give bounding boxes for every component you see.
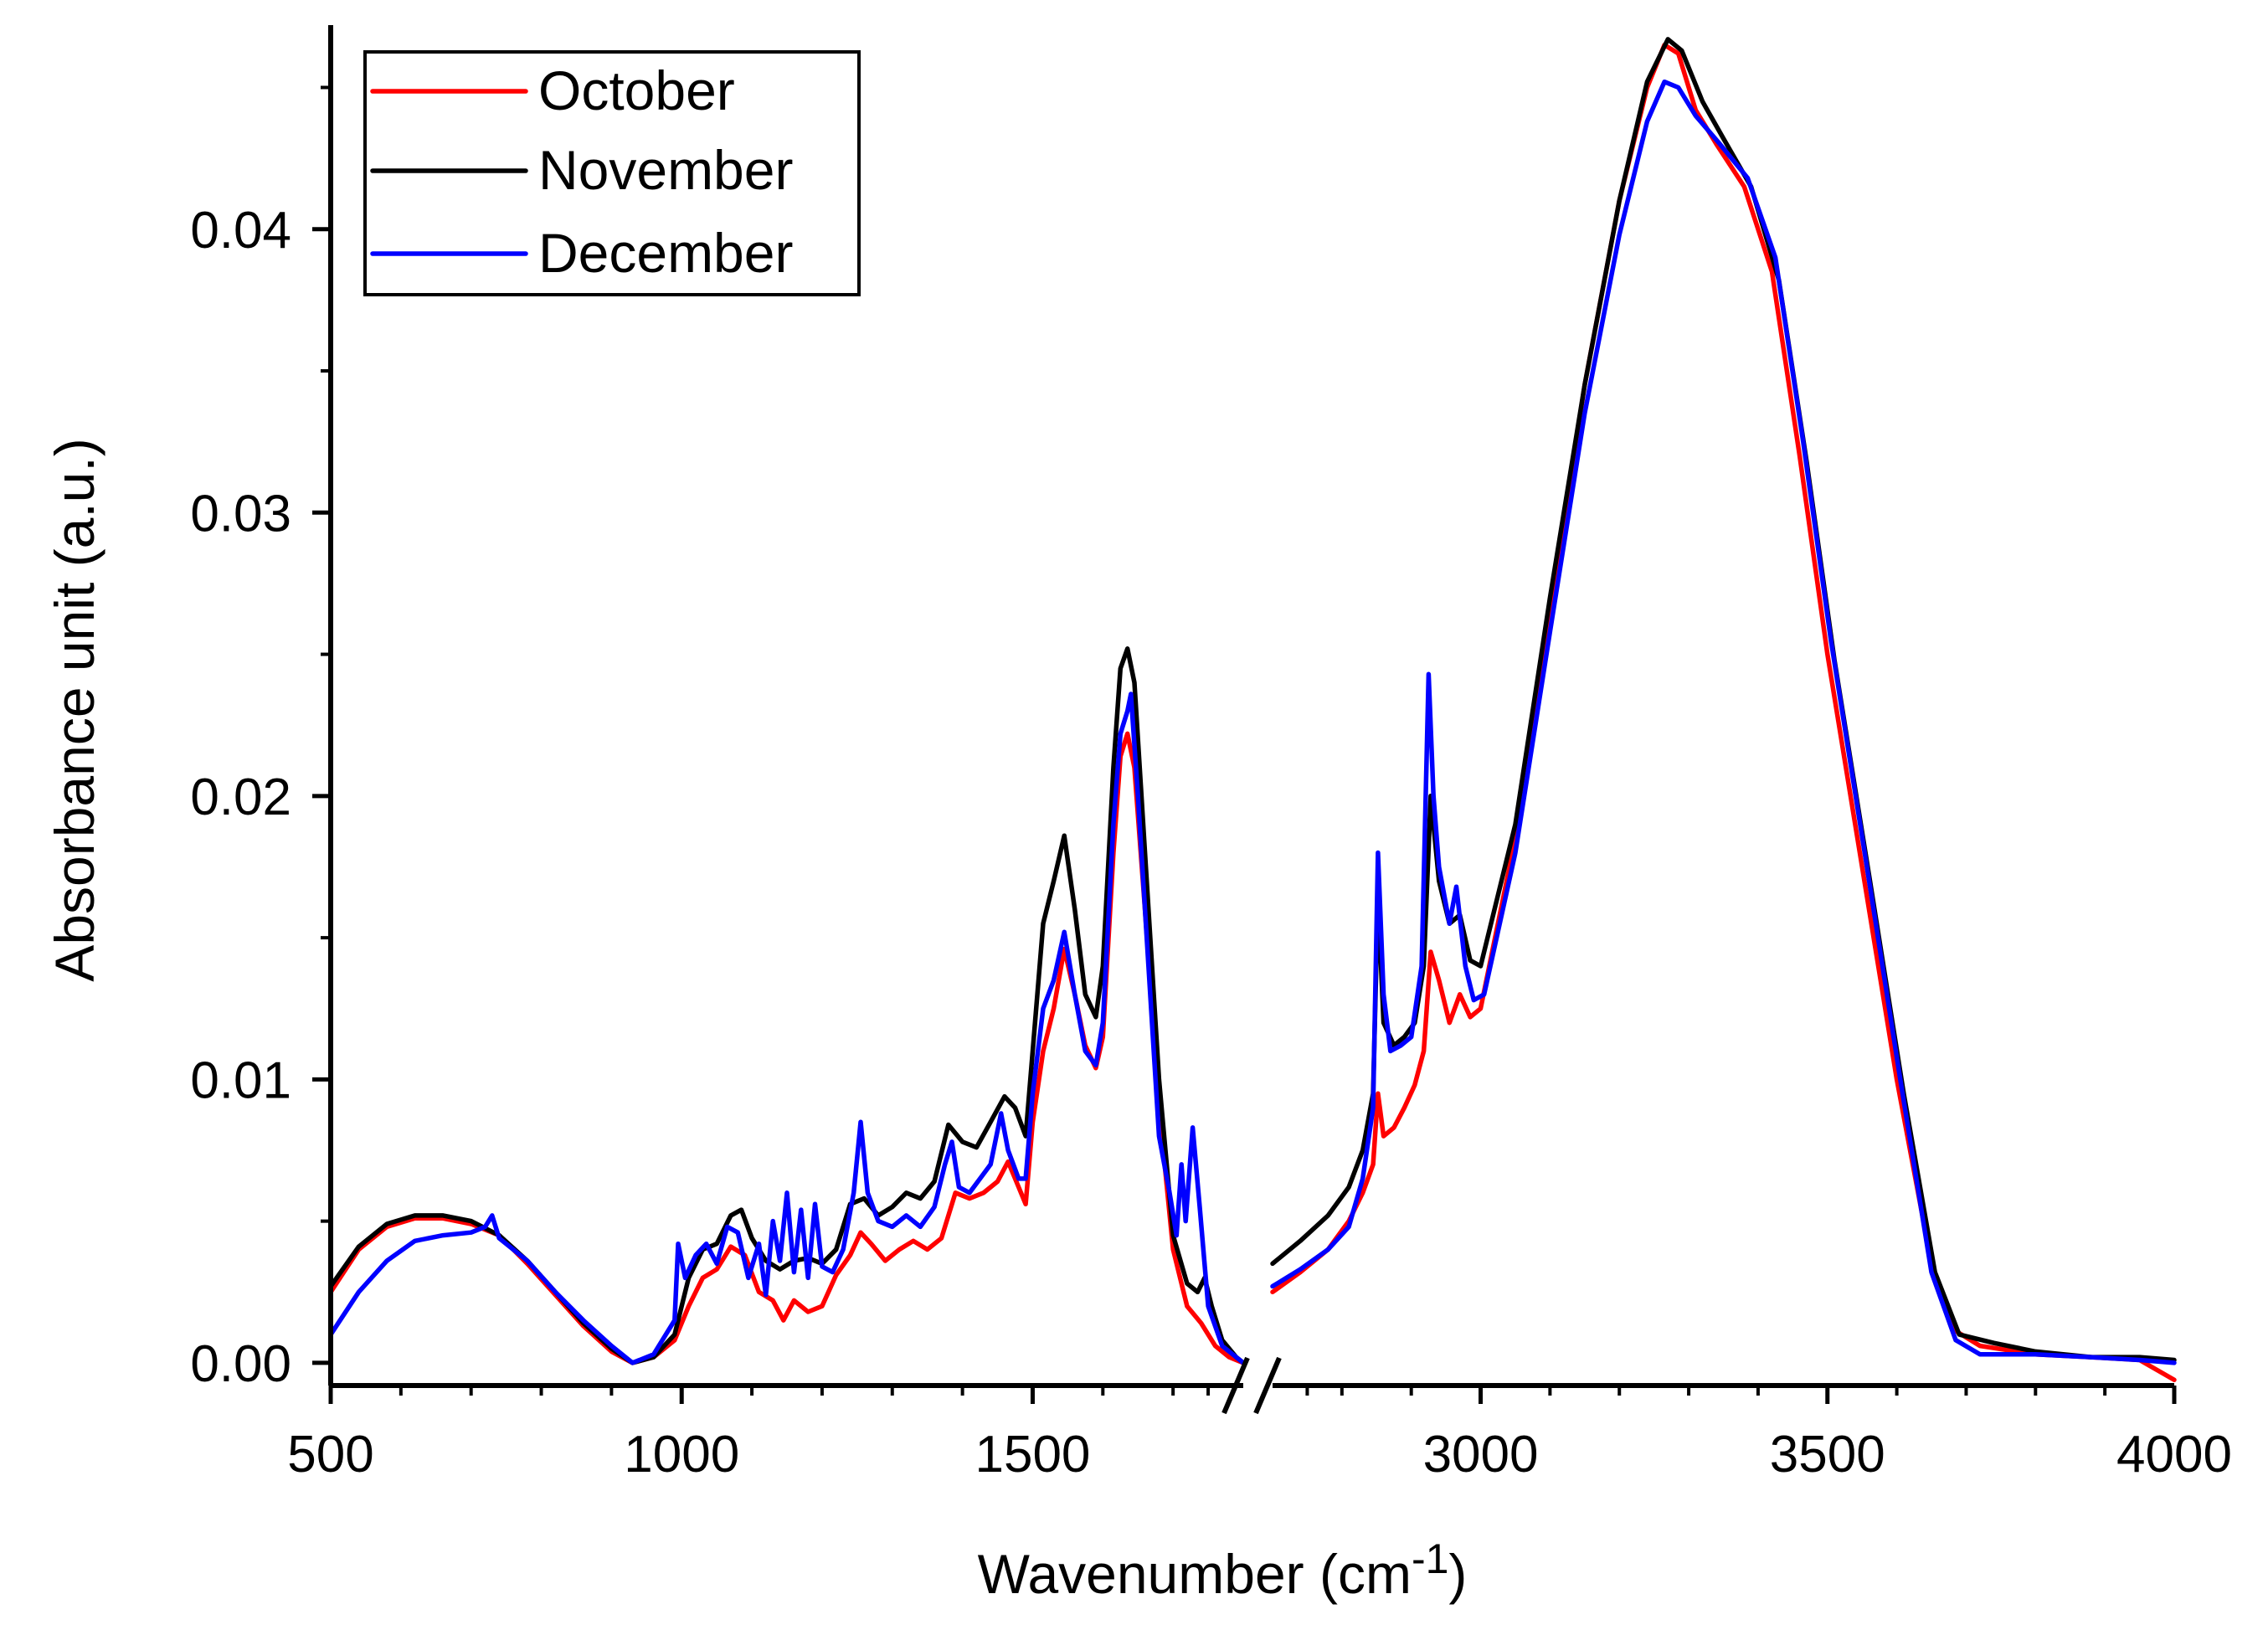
x-tick-label-1000: 1000 <box>624 1426 739 1483</box>
legend-label-october: October <box>538 59 735 121</box>
series-line-november-segment-2 <box>1270 37 2177 1363</box>
x-tick-label-1500: 1500 <box>975 1426 1090 1483</box>
axis-break-marker <box>1221 1356 1282 1415</box>
series-line-december-segment-2 <box>1270 79 2177 1365</box>
y-tick-label-0.01: 0.01 <box>190 1051 291 1109</box>
x-axis-title-suffix: ) <box>1448 1543 1467 1605</box>
series-line-december-segment-1 <box>331 692 1246 1365</box>
y-tick-label-0.03: 0.03 <box>190 485 291 542</box>
series-line-october-segment-1 <box>331 731 1246 1365</box>
x-tick-label-3000: 3000 <box>1423 1426 1539 1483</box>
series-layer <box>331 37 2177 1382</box>
y-tick-label-0.00: 0.00 <box>190 1335 291 1393</box>
x-axis-title: Wavenumber (cm-1) <box>978 1535 1468 1605</box>
series-line-october-segment-2 <box>1270 42 2177 1382</box>
legend-label-december: December <box>538 222 793 284</box>
x-axis-title-superscript: -1 <box>1412 1535 1448 1582</box>
y-axis-ticks: 0.00 0.01 0.02 0.03 0.04 <box>190 85 331 1393</box>
legend-label-november: November <box>538 139 793 201</box>
x-tick-label-4000: 4000 <box>2116 1426 2232 1483</box>
x-axis-title-main: Wavenumber (cm <box>978 1543 1412 1605</box>
x-tick-label-3500: 3500 <box>1770 1426 1885 1483</box>
y-tick-label-0.04: 0.04 <box>190 202 291 260</box>
legend: October November December <box>363 50 861 296</box>
x-tick-label-500: 500 <box>287 1426 373 1483</box>
y-tick-label-0.02: 0.02 <box>190 769 291 826</box>
x-axis-ticks: 500 1000 1500 3000 3500 4000 <box>287 1386 2232 1483</box>
y-axis-title: Absorbance unit (a.u.) <box>44 438 105 981</box>
